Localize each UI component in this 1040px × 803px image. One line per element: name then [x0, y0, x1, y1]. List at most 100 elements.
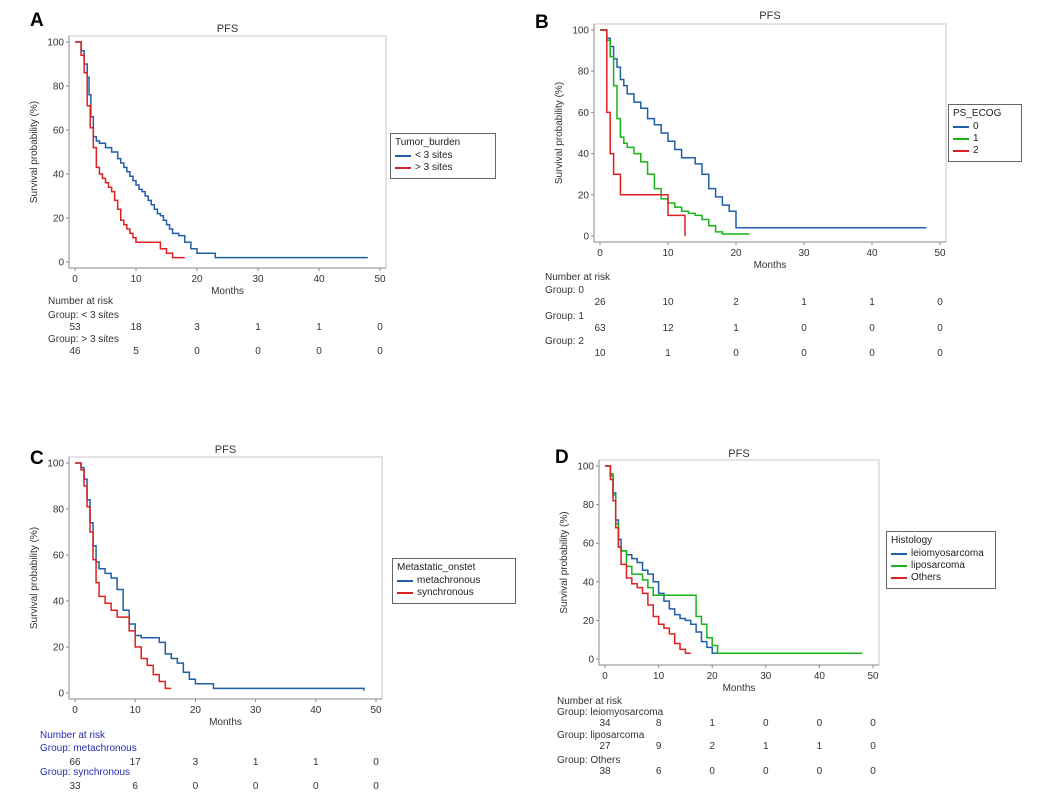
legend-swatch — [891, 565, 907, 567]
risk-count: 0 — [313, 781, 319, 792]
risk-count: 17 — [129, 757, 141, 768]
risk-count: 1 — [801, 297, 807, 308]
legend-entry: synchronous — [397, 587, 507, 599]
risk-group-label: Group: liposarcoma — [557, 730, 645, 741]
risk-count: 9 — [655, 741, 662, 752]
risk-count: 1 — [313, 757, 319, 768]
legend-swatch — [953, 138, 969, 140]
x-axis-label: Months — [723, 683, 756, 694]
risk-count: 0 — [373, 757, 379, 768]
risk-count: 3 — [194, 322, 200, 333]
risk-count: 1 — [709, 718, 715, 729]
risk-count: 34 — [599, 718, 611, 729]
risk-count: 5 — [133, 346, 139, 357]
legend-label: liposarcoma — [911, 560, 965, 571]
y-tick-label: 60 — [583, 539, 595, 550]
risk-table-title: Number at risk — [557, 696, 623, 707]
y-tick-label: 80 — [583, 500, 595, 511]
x-tick-label: 30 — [760, 671, 772, 682]
legend-label: Others — [911, 572, 942, 583]
risk-count: 1 — [816, 741, 823, 752]
risk-group-label: Group: < 3 sites — [48, 310, 119, 321]
legend-entry: 1 — [953, 133, 1013, 145]
legend-entry: leiomyosarcoma — [891, 548, 987, 560]
risk-count: 0 — [377, 346, 383, 357]
risk-count: 3 — [192, 757, 199, 768]
risk-count: 18 — [130, 322, 142, 333]
risk-group-label: Group: leiomyosarcoma — [557, 707, 664, 718]
km-curve-leiomyosarcoma — [605, 465, 729, 654]
legend-swatch — [953, 150, 969, 152]
risk-count: 33 — [69, 781, 81, 792]
risk-count: 66 — [69, 757, 81, 768]
x-tick-label: 0 — [602, 671, 608, 682]
legend-label: 0 — [973, 121, 979, 132]
km-curve-liposarcoma — [605, 465, 863, 654]
risk-count: 0 — [763, 718, 769, 729]
risk-count: 0 — [816, 766, 823, 777]
panel-letter: B — [535, 12, 549, 33]
legend-label: synchronous — [417, 587, 474, 598]
legend-swatch — [953, 126, 969, 128]
x-tick-label: 40 — [814, 671, 826, 682]
panel-letter: C — [30, 448, 44, 469]
risk-count: 1 — [763, 741, 769, 752]
legend-entry: metachronous — [397, 575, 507, 587]
risk-count: 0 — [870, 741, 876, 752]
legend-title: PS_ECOG — [953, 108, 1002, 119]
km-curve-others — [605, 465, 691, 654]
risk-count: 0 — [192, 781, 199, 792]
legend-entry: < 3 sites — [395, 150, 487, 162]
risk-count: 0 — [316, 346, 322, 357]
risk-count: 1 — [733, 323, 739, 334]
risk-count: 46 — [69, 346, 81, 357]
risk-count: 0 — [816, 718, 823, 729]
risk-count: 12 — [662, 323, 674, 334]
legend-label: leiomyosarcoma — [911, 548, 984, 559]
risk-count: 0 — [733, 348, 739, 359]
legend-swatch — [891, 553, 907, 555]
risk-group-label: Group: metachronous — [40, 743, 137, 754]
legend-title: Metastatic_onstet — [397, 562, 476, 573]
risk-count: 0 — [255, 346, 261, 357]
plot-frame — [598, 459, 880, 666]
y-tick-label: 0 — [588, 655, 594, 666]
y-tick-label: 20 — [583, 616, 595, 627]
risk-count: 0 — [937, 323, 943, 334]
risk-count: 2 — [733, 297, 739, 308]
legend-swatch — [397, 592, 413, 594]
panel-letter: D — [555, 447, 569, 468]
risk-count: 0 — [869, 323, 875, 334]
risk-count: 0 — [763, 766, 769, 777]
risk-count: 1 — [665, 348, 671, 359]
legend-entry: Others — [891, 572, 987, 584]
risk-count: 0 — [870, 718, 876, 729]
risk-count: 0 — [801, 348, 807, 359]
risk-group-label: Group: synchronous — [40, 767, 131, 778]
risk-count: 0 — [801, 323, 807, 334]
legend: PS_ECOG 0 1 2 — [948, 104, 1022, 162]
legend-label: < 3 sites — [415, 150, 453, 161]
legend-title: Histology — [891, 535, 933, 546]
legend-entry: liposarcoma — [891, 560, 987, 572]
legend-swatch — [891, 577, 907, 579]
risk-count: 6 — [655, 766, 662, 777]
risk-group-label: Group: 0 — [545, 285, 584, 296]
legend-swatch — [395, 167, 411, 169]
risk-count: 0 — [937, 348, 943, 359]
risk-count: 0 — [194, 346, 200, 357]
legend-swatch — [395, 155, 411, 157]
risk-table-title: Number at risk — [48, 296, 114, 307]
y-tick-label: 40 — [583, 577, 595, 588]
y-axis-label: Survival probability (%) — [559, 511, 570, 613]
risk-count: 38 — [599, 766, 611, 777]
risk-count: 53 — [69, 322, 81, 333]
risk-group-label: Group: 1 — [545, 311, 584, 322]
x-tick-label: 50 — [867, 671, 879, 682]
legend-label: 2 — [973, 145, 979, 156]
risk-count: 26 — [594, 297, 606, 308]
risk-count: 0 — [869, 348, 875, 359]
x-tick-label: 10 — [653, 671, 665, 682]
